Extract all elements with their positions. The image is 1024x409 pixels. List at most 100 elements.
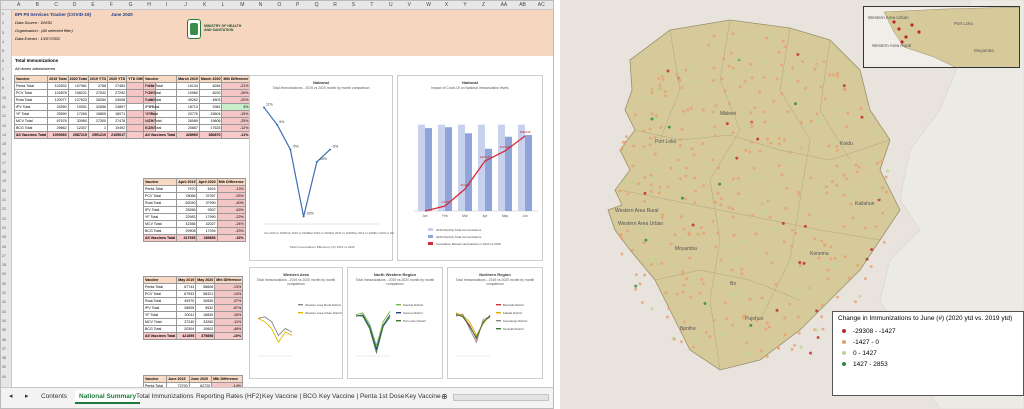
table-cell[interactable]: -67% xyxy=(214,304,244,312)
chiefdom-marker[interactable] xyxy=(725,317,729,321)
table-cell[interactable]: 19606 xyxy=(198,117,223,125)
table-cell[interactable]: 37240 xyxy=(176,318,197,326)
chiefdom-marker[interactable] xyxy=(742,314,746,318)
table-cell[interactable]: -11% xyxy=(214,318,244,326)
row-header[interactable]: 9 xyxy=(2,86,4,91)
chiefdom-marker[interactable] xyxy=(648,127,652,131)
chiefdom-marker[interactable] xyxy=(857,165,861,169)
chiefdom-marker[interactable] xyxy=(634,273,638,277)
table-cell[interactable]: 78066 xyxy=(176,192,198,200)
chiefdom-marker[interactable] xyxy=(807,213,811,217)
chiefdom-marker[interactable] xyxy=(744,341,748,345)
chiefdom-marker[interactable] xyxy=(660,216,664,220)
table-cell[interactable]: 1009360 xyxy=(47,131,69,139)
chiefdom-marker[interactable] xyxy=(681,272,685,276)
chiefdom-marker[interactable] xyxy=(868,176,872,180)
chiefdom-marker[interactable] xyxy=(682,227,686,231)
chiefdom-marker[interactable] xyxy=(714,200,718,204)
chiefdom-marker[interactable] xyxy=(631,180,635,184)
chiefdom-marker[interactable] xyxy=(846,111,850,115)
table-cell[interactable]: 2591210 xyxy=(87,131,109,139)
chiefdom-marker[interactable] xyxy=(708,197,712,201)
chiefdom-marker[interactable] xyxy=(692,176,696,180)
chiefdom-marker[interactable] xyxy=(681,290,685,294)
chiefdom-marker[interactable] xyxy=(815,64,819,68)
chiefdom-marker[interactable] xyxy=(866,232,870,236)
table-cell[interactable]: YF Total xyxy=(142,110,178,118)
chiefdom-marker[interactable] xyxy=(830,142,834,146)
chiefdom-marker[interactable] xyxy=(817,256,821,260)
chiefdom-marker[interactable] xyxy=(742,198,746,202)
chiefdom-marker[interactable] xyxy=(748,297,752,301)
table-cell[interactable]: 20304 xyxy=(176,325,197,333)
chiefdom-marker[interactable] xyxy=(643,273,647,277)
chiefdom-marker[interactable] xyxy=(758,90,762,94)
chiefdom-marker[interactable] xyxy=(702,231,706,235)
chiefdom-marker[interactable] xyxy=(704,330,708,334)
chiefdom-marker[interactable] xyxy=(790,244,794,248)
chiefdom-marker[interactable] xyxy=(691,223,695,227)
chiefdom-marker[interactable] xyxy=(682,320,686,324)
table-cell[interactable]: 10134 xyxy=(176,82,200,90)
row-header[interactable]: 27 xyxy=(2,253,6,258)
chiefdom-marker[interactable] xyxy=(772,99,776,103)
table-cell[interactable]: YF Total xyxy=(13,110,49,118)
chiefdom-marker[interactable] xyxy=(814,328,818,332)
chiefdom-marker[interactable] xyxy=(660,74,664,78)
chiefdom-marker[interactable] xyxy=(799,345,803,349)
chiefdom-marker[interactable] xyxy=(773,227,777,231)
chiefdom-marker[interactable] xyxy=(753,106,757,110)
chiefdom-marker[interactable] xyxy=(758,149,762,153)
chiefdom-marker[interactable] xyxy=(727,102,731,106)
chiefdom-marker[interactable] xyxy=(678,177,682,181)
chiefdom-marker[interactable] xyxy=(672,337,676,341)
chiefdom-marker[interactable] xyxy=(783,316,787,320)
chiefdom-marker[interactable] xyxy=(822,60,826,64)
chiefdom-marker[interactable] xyxy=(729,183,733,187)
chiefdom-marker[interactable] xyxy=(732,233,736,237)
table-cell[interactable]: -32% xyxy=(216,234,246,242)
chiefdom-marker[interactable] xyxy=(675,292,679,296)
chiefdom-marker[interactable] xyxy=(620,252,624,256)
chiefdom-marker[interactable] xyxy=(731,32,735,36)
chiefdom-marker[interactable] xyxy=(826,268,830,272)
chiefdom-marker[interactable] xyxy=(720,77,724,81)
chiefdom-marker[interactable] xyxy=(863,256,867,260)
row-header[interactable]: 13 xyxy=(2,123,6,128)
table-cell[interactable]: 2981 xyxy=(198,103,223,111)
table-cell[interactable]: -40% xyxy=(216,199,246,207)
chiefdom-marker[interactable] xyxy=(734,259,738,263)
table-cell[interactable]: 6924 xyxy=(196,185,218,193)
chiefdom-marker[interactable] xyxy=(666,185,670,189)
chiefdom-marker[interactable] xyxy=(824,185,828,189)
chiefdom-marker[interactable] xyxy=(648,258,652,262)
table-cell[interactable]: PCV Total xyxy=(142,192,178,200)
sheet-tab[interactable]: Reporting Rates (HF2) xyxy=(196,393,262,400)
chiefdom-marker[interactable] xyxy=(815,309,819,313)
column-header[interactable]: C xyxy=(54,2,58,8)
table-cell[interactable]: 33260 xyxy=(195,318,216,326)
chiefdom-marker[interactable] xyxy=(639,227,643,231)
chiefdom-marker[interactable] xyxy=(701,142,705,146)
table-cell[interactable]: 25590 xyxy=(47,110,69,118)
chiefdom-marker[interactable] xyxy=(793,343,797,347)
table-cell[interactable]: 107961 xyxy=(67,82,89,90)
chiefdom-marker[interactable] xyxy=(860,115,864,119)
chiefdom-marker[interactable] xyxy=(831,263,835,267)
chiefdom-marker[interactable] xyxy=(727,245,731,249)
chiefdom-marker[interactable] xyxy=(723,301,727,305)
chiefdom-marker[interactable] xyxy=(636,182,640,186)
table-cell[interactable]: 12307 xyxy=(67,124,89,132)
chiefdom-marker[interactable] xyxy=(759,349,763,353)
chiefdom-marker[interactable] xyxy=(623,140,627,144)
table-cell[interactable]: Rota Total xyxy=(142,199,178,207)
chiefdom-marker[interactable] xyxy=(731,131,735,135)
table-cell[interactable]: -13% xyxy=(214,283,244,291)
chiefdom-marker[interactable] xyxy=(694,79,698,83)
row-header[interactable]: 18 xyxy=(2,170,6,175)
column-header[interactable]: V xyxy=(407,2,411,8)
chiefdom-marker[interactable] xyxy=(712,79,716,83)
table-cell[interactable]: 9532 xyxy=(195,304,216,312)
table-cell[interactable]: 20011 xyxy=(176,311,197,319)
chiefdom-marker[interactable] xyxy=(680,127,684,131)
